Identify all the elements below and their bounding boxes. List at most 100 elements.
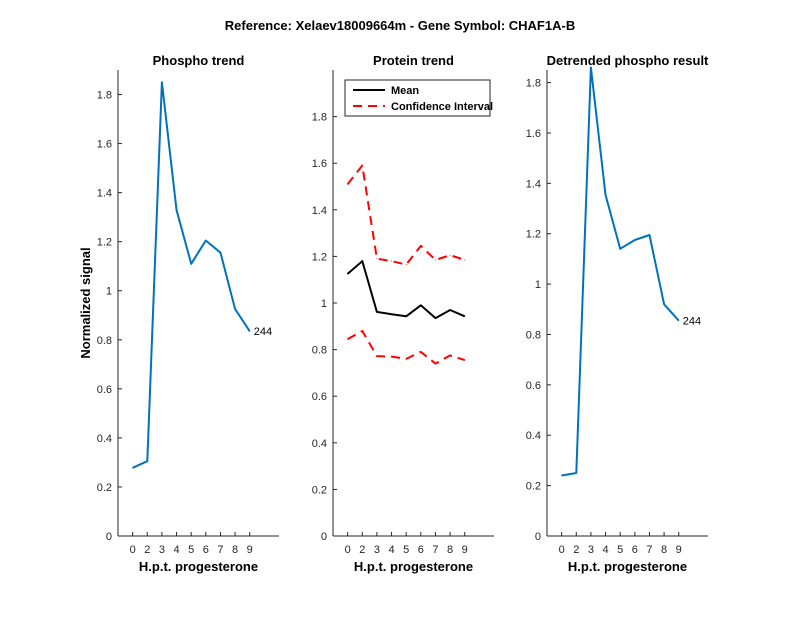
data-point (347, 338, 349, 340)
data-point (561, 475, 563, 477)
panel-title: Detrended phospho result (547, 53, 709, 68)
chart-panel-1: 00.20.40.60.811.21.41.61.80 2 3 4 5 6 7 8 9Phosp… (78, 53, 279, 574)
end-point-label: 244 (254, 326, 272, 338)
x-tick-label: 2 (144, 544, 150, 556)
y-tick-label: 1.2 (97, 237, 112, 249)
data-point (161, 81, 163, 83)
y-tick-label: 0.6 (97, 384, 112, 396)
data-point (405, 358, 407, 360)
data-point (376, 355, 378, 357)
x-tick-label: 3 (159, 544, 165, 556)
data-point (176, 209, 178, 211)
y-tick-label: 0.8 (97, 335, 112, 347)
data-point (205, 239, 207, 241)
data-point (405, 264, 407, 266)
data-point (249, 330, 251, 332)
data-point (391, 356, 393, 358)
data-point (590, 66, 592, 68)
y-tick-label: 1.6 (526, 128, 541, 140)
y-tick-label: 1.4 (312, 205, 327, 217)
x-tick-label: 6 (632, 544, 638, 556)
data-point (361, 330, 363, 332)
legend-entry-2: Confidence Interval (391, 101, 493, 113)
x-tick-label: 9 (462, 544, 468, 556)
y-tick-label: 0.2 (97, 482, 112, 494)
x-tick-label: 4 (173, 544, 179, 556)
data-point (347, 273, 349, 275)
data-point (605, 194, 607, 196)
data-point (663, 303, 665, 305)
legend-entry-1: Mean (391, 85, 419, 97)
panel-title: Protein trend (373, 53, 454, 68)
y-axis-title: Normalized signal (78, 247, 93, 358)
x-tick-label: 6 (203, 544, 209, 556)
data-point (361, 165, 363, 167)
y-tick-label: 1.6 (312, 158, 327, 170)
y-tick-label: 1 (321, 298, 327, 310)
data-point (648, 234, 650, 236)
figure-suptitle: Reference: Xelaev18009664m - Gene Symbol… (225, 18, 575, 33)
data-point (146, 460, 148, 462)
data-point (420, 304, 422, 306)
data-point (376, 311, 378, 313)
y-tick-label: 0.2 (526, 481, 541, 493)
data-point (434, 259, 436, 261)
y-tick-label: 1.4 (526, 178, 541, 190)
x-tick-label: 2 (573, 544, 579, 556)
y-tick-label: 0 (106, 531, 112, 543)
data-point (464, 359, 466, 361)
x-axis-title: H.p.t. progesterone (568, 559, 687, 574)
data-point (219, 252, 221, 254)
y-tick-label: 0.6 (312, 391, 327, 403)
data-point (391, 260, 393, 262)
y-tick-label: 1.8 (312, 112, 327, 124)
y-tick-label: 1.8 (97, 90, 112, 102)
x-tick-label: 0 (559, 544, 565, 556)
data-point (464, 259, 466, 261)
y-tick-label: 0.4 (526, 430, 541, 442)
data-point (449, 254, 451, 256)
x-tick-label: 5 (188, 544, 194, 556)
x-tick-label: 7 (646, 544, 652, 556)
x-tick-label: 2 (359, 544, 365, 556)
y-tick-label: 1.8 (526, 78, 541, 90)
legend-box (344, 79, 491, 117)
data-point (234, 308, 236, 310)
y-tick-label: 0.6 (526, 380, 541, 392)
x-tick-label: 8 (232, 544, 238, 556)
y-tick-label: 0 (535, 531, 541, 543)
data-point (391, 313, 393, 315)
y-tick-label: 1.2 (312, 251, 327, 263)
y-tick-label: 1.4 (97, 188, 112, 200)
data-point (464, 315, 466, 317)
y-tick-label: 0.4 (312, 438, 327, 450)
x-tick-label: 7 (432, 544, 438, 556)
y-tick-label: 0.8 (312, 345, 327, 357)
y-tick-label: 1 (106, 286, 112, 298)
x-tick-label: 0 (345, 544, 351, 556)
x-tick-label: 3 (588, 544, 594, 556)
chart-panel-3: 00.20.40.60.811.21.41.61.80 2 3 4 5 6 7 8 9Detre… (526, 53, 709, 574)
data-point (376, 258, 378, 260)
panel-title: Phospho trend (153, 53, 245, 68)
x-tick-label: 0 (130, 544, 136, 556)
legend: Mean Confidence Interval (344, 79, 493, 117)
y-tick-label: 0.8 (526, 329, 541, 341)
data-point (678, 320, 680, 322)
y-tick-label: 1.6 (97, 139, 112, 151)
data-point (434, 317, 436, 319)
x-tick-label: 4 (602, 544, 608, 556)
x-axis-title: H.p.t. progesterone (354, 559, 473, 574)
data-point (420, 351, 422, 353)
x-tick-label: 4 (388, 544, 394, 556)
x-tick-label: 5 (617, 544, 623, 556)
y-tick-label: 1 (535, 279, 541, 291)
y-tick-label: 0.2 (312, 484, 327, 496)
data-point (347, 183, 349, 185)
data-point (575, 472, 577, 474)
data-point (132, 467, 134, 469)
data-point (190, 263, 192, 265)
x-tick-label: 9 (676, 544, 682, 556)
x-tick-label: 8 (661, 544, 667, 556)
